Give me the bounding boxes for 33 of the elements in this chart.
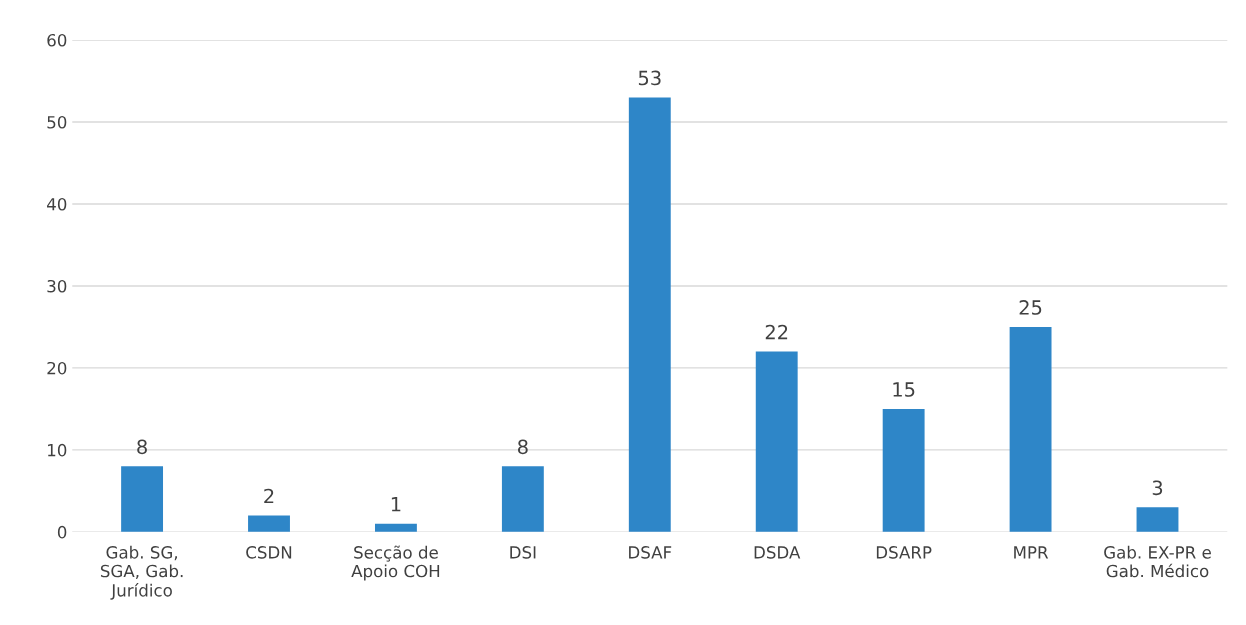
data-label: 8 [517,439,528,455]
x-tick-label: Secção de Apoio COH [351,545,440,581]
y-tick-label: 0 [57,525,67,539]
data-label: 2 [264,488,274,504]
bar [882,408,925,532]
x-tick-label: Gab. SG, SGA, Gab. Jurídico [100,545,183,600]
data-label: 1 [391,497,401,512]
x-tick-label: DSDA [754,546,801,559]
data-label: 53 [638,70,661,86]
x-tick-label: DSAF [629,546,672,559]
data-label: 8 [137,439,147,455]
data-label: 22 [765,324,788,340]
data-label: 3 [1152,480,1163,496]
x-tick-label: MPR [1014,546,1049,559]
bar [1136,507,1179,532]
data-label: 25 [1019,300,1042,315]
y-tick-label: 40 [47,197,67,211]
y-tick-label: 30 [47,279,67,293]
bar [755,351,798,532]
bar [121,466,164,532]
y-tick-label: 60 [47,33,67,47]
x-tick-label: DSI [510,546,536,559]
y-tick-label: 10 [48,443,67,457]
x-tick-label: CSDN [246,546,292,559]
y-tick-label: 50 [47,115,67,129]
x-tick-label: DSARP [876,546,932,559]
data-label: 15 [893,382,915,397]
bar [1009,326,1052,532]
bar [501,466,544,532]
bar [628,97,671,532]
x-tick-label: Gab. EX-PR e Gab. Médico [1104,545,1211,578]
y-tick-label: 20 [47,361,67,375]
bar [248,515,290,532]
